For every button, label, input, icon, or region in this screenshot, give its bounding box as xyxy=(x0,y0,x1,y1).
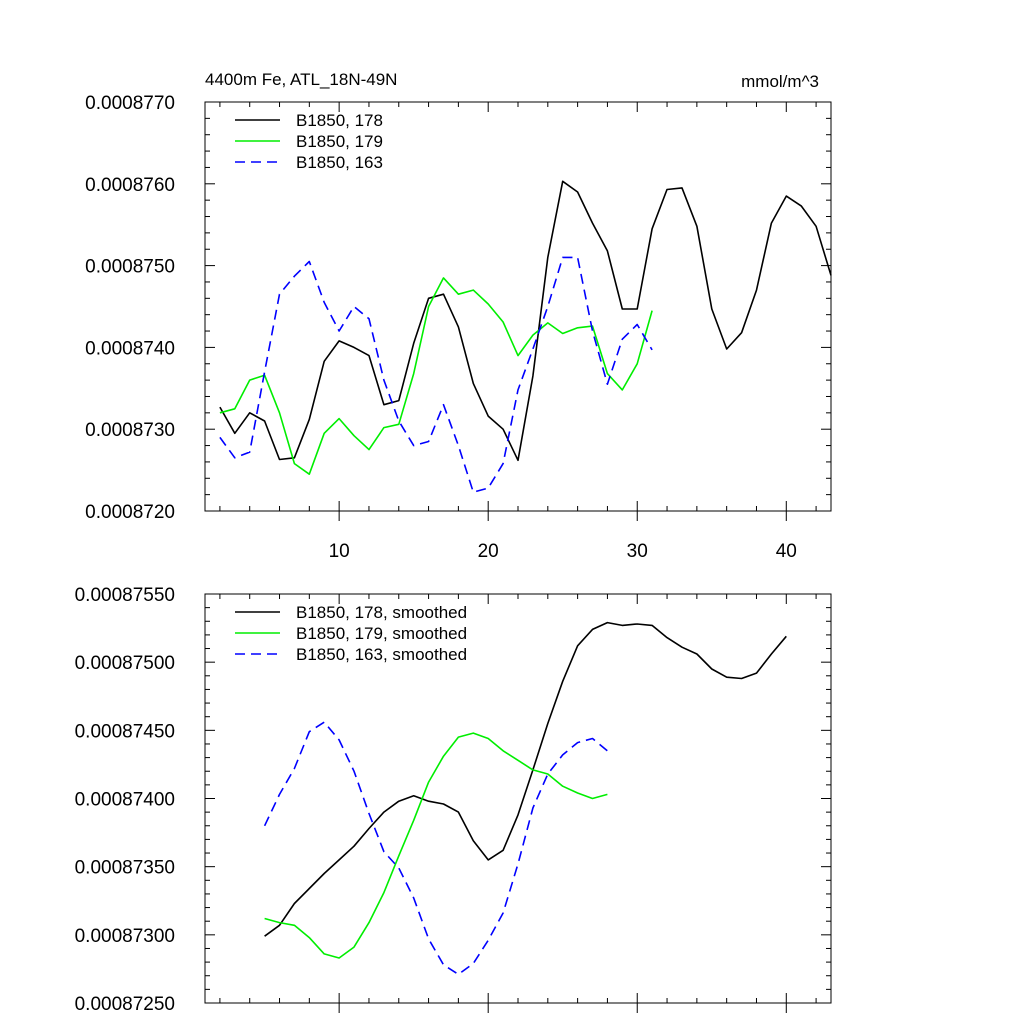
y-tick-label: 0.0008750 xyxy=(85,257,175,278)
y-tick-label: 0.00087450 xyxy=(75,721,175,742)
x-tick-label: 10 xyxy=(329,541,350,562)
top-panel: 4400m Fe, ATL_18N-49N mmol/m^3 0.0008720… xyxy=(85,70,832,562)
top-panel-units-label: mmol/m^3 xyxy=(741,72,819,91)
y-tick-label: 0.00087400 xyxy=(75,790,175,811)
y-tick-label: 0.0008730 xyxy=(85,420,175,441)
y-tick-label: 0.00087550 xyxy=(75,585,175,606)
y-tick-label: 0.00087300 xyxy=(75,926,175,947)
x-tick-label: 30 xyxy=(627,541,648,562)
legend-label: B1850, 179, smoothed xyxy=(296,624,467,643)
y-tick-label: 0.0008720 xyxy=(85,502,175,523)
y-tick-label: 0.0008770 xyxy=(85,93,175,114)
bottom-panel: 0.00087250 0.00087300 0.00087350 0.00087400… xyxy=(75,585,832,1015)
series-line xyxy=(264,732,608,959)
series-line xyxy=(263,721,608,976)
top-panel-title: 4400m Fe, ATL_18N-49N xyxy=(205,70,397,89)
x-tick-label: 40 xyxy=(776,541,797,562)
legend-label: B1850, 179 xyxy=(296,132,383,151)
y-tick-label: 0.0008740 xyxy=(85,338,175,359)
y-tick-label: 0.00087250 xyxy=(75,994,175,1015)
series-line xyxy=(264,621,787,937)
legend-label: B1850, 163, smoothed xyxy=(296,645,467,664)
legend-label: B1850, 178, smoothed xyxy=(296,603,467,622)
x-tick-label: 20 xyxy=(478,541,499,562)
y-tick-label: 0.00087500 xyxy=(75,653,175,674)
y-tick-label: 0.00087350 xyxy=(75,858,175,879)
legend-label: B1850, 163 xyxy=(296,153,383,172)
series-line xyxy=(219,180,832,462)
legend-label: B1850, 178 xyxy=(296,111,383,130)
series-line xyxy=(219,277,653,476)
y-tick-label: 0.0008760 xyxy=(85,175,175,196)
